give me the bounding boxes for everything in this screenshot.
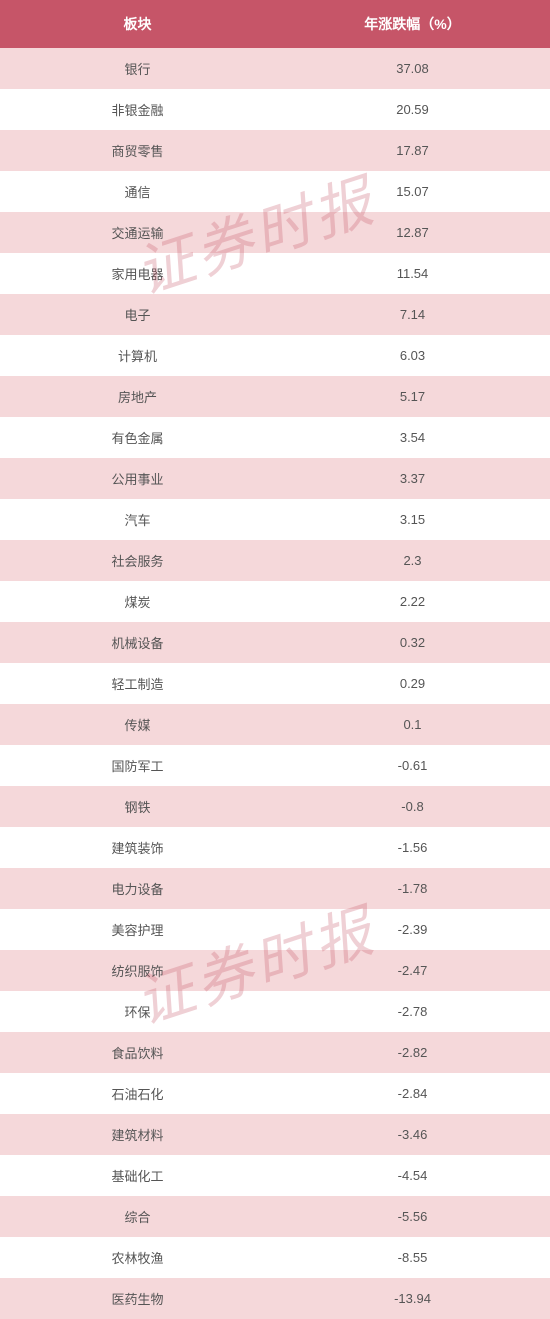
sector-name-cell: 煤炭 bbox=[0, 581, 275, 622]
sector-name-cell: 有色金属 bbox=[0, 417, 275, 458]
table-row: 电子7.14 bbox=[0, 294, 550, 335]
sector-name-cell: 轻工制造 bbox=[0, 663, 275, 704]
table-row: 食品饮料-2.82 bbox=[0, 1032, 550, 1073]
table-row: 基础化工-4.54 bbox=[0, 1155, 550, 1196]
table-row: 建筑装饰-1.56 bbox=[0, 827, 550, 868]
table-header: 板块 年涨跌幅（%） bbox=[0, 0, 550, 48]
table-row: 综合-5.56 bbox=[0, 1196, 550, 1237]
table-row: 非银金融20.59 bbox=[0, 89, 550, 130]
sector-name-cell: 交通运输 bbox=[0, 212, 275, 253]
sector-name-cell: 食品饮料 bbox=[0, 1032, 275, 1073]
column-header-change: 年涨跌幅（%） bbox=[275, 0, 550, 48]
table-row: 房地产5.17 bbox=[0, 376, 550, 417]
change-value-cell: 20.59 bbox=[275, 89, 550, 130]
sector-name-cell: 房地产 bbox=[0, 376, 275, 417]
table-row: 钢铁-0.8 bbox=[0, 786, 550, 827]
change-value-cell: 0.32 bbox=[275, 622, 550, 663]
change-value-cell: -1.56 bbox=[275, 827, 550, 868]
change-value-cell: -8.55 bbox=[275, 1237, 550, 1278]
table-row: 计算机6.03 bbox=[0, 335, 550, 376]
table-row: 传媒0.1 bbox=[0, 704, 550, 745]
table-row: 煤炭2.22 bbox=[0, 581, 550, 622]
change-value-cell: 0.1 bbox=[275, 704, 550, 745]
sector-name-cell: 医药生物 bbox=[0, 1278, 275, 1319]
table-row: 公用事业3.37 bbox=[0, 458, 550, 499]
sector-name-cell: 银行 bbox=[0, 48, 275, 89]
change-value-cell: 11.54 bbox=[275, 253, 550, 294]
table-row: 有色金属3.54 bbox=[0, 417, 550, 458]
sector-name-cell: 电子 bbox=[0, 294, 275, 335]
change-value-cell: -2.78 bbox=[275, 991, 550, 1032]
sector-name-cell: 家用电器 bbox=[0, 253, 275, 294]
change-value-cell: -0.61 bbox=[275, 745, 550, 786]
table-row: 医药生物-13.94 bbox=[0, 1278, 550, 1319]
change-value-cell: -2.84 bbox=[275, 1073, 550, 1114]
sector-name-cell: 电力设备 bbox=[0, 868, 275, 909]
table-row: 汽车3.15 bbox=[0, 499, 550, 540]
table-row: 石油石化-2.84 bbox=[0, 1073, 550, 1114]
table-row: 国防军工-0.61 bbox=[0, 745, 550, 786]
sector-name-cell: 计算机 bbox=[0, 335, 275, 376]
sector-name-cell: 钢铁 bbox=[0, 786, 275, 827]
sector-name-cell: 传媒 bbox=[0, 704, 275, 745]
sector-name-cell: 石油石化 bbox=[0, 1073, 275, 1114]
sector-name-cell: 社会服务 bbox=[0, 540, 275, 581]
change-value-cell: -3.46 bbox=[275, 1114, 550, 1155]
sector-name-cell: 建筑装饰 bbox=[0, 827, 275, 868]
table-row: 环保-2.78 bbox=[0, 991, 550, 1032]
table-row: 家用电器11.54 bbox=[0, 253, 550, 294]
column-header-sector: 板块 bbox=[0, 0, 275, 48]
table-body: 银行37.08非银金融20.59商贸零售17.87通信15.07交通运输12.8… bbox=[0, 48, 550, 1319]
table-row: 银行37.08 bbox=[0, 48, 550, 89]
change-value-cell: 7.14 bbox=[275, 294, 550, 335]
change-value-cell: 15.07 bbox=[275, 171, 550, 212]
change-value-cell: -1.78 bbox=[275, 868, 550, 909]
change-value-cell: 17.87 bbox=[275, 130, 550, 171]
change-value-cell: -0.8 bbox=[275, 786, 550, 827]
table-row: 建筑材料-3.46 bbox=[0, 1114, 550, 1155]
change-value-cell: -2.39 bbox=[275, 909, 550, 950]
table-row: 农林牧渔-8.55 bbox=[0, 1237, 550, 1278]
change-value-cell: 3.54 bbox=[275, 417, 550, 458]
table-row: 社会服务2.3 bbox=[0, 540, 550, 581]
sector-name-cell: 国防军工 bbox=[0, 745, 275, 786]
sector-name-cell: 建筑材料 bbox=[0, 1114, 275, 1155]
table-row: 轻工制造0.29 bbox=[0, 663, 550, 704]
change-value-cell: 2.22 bbox=[275, 581, 550, 622]
change-value-cell: 37.08 bbox=[275, 48, 550, 89]
change-value-cell: 2.3 bbox=[275, 540, 550, 581]
table-row: 机械设备0.32 bbox=[0, 622, 550, 663]
table-row: 美容护理-2.39 bbox=[0, 909, 550, 950]
change-value-cell: 3.15 bbox=[275, 499, 550, 540]
sector-performance-table: 板块 年涨跌幅（%） 银行37.08非银金融20.59商贸零售17.87通信15… bbox=[0, 0, 550, 1319]
change-value-cell: 3.37 bbox=[275, 458, 550, 499]
sector-name-cell: 机械设备 bbox=[0, 622, 275, 663]
change-value-cell: -4.54 bbox=[275, 1155, 550, 1196]
sector-name-cell: 美容护理 bbox=[0, 909, 275, 950]
sector-name-cell: 环保 bbox=[0, 991, 275, 1032]
change-value-cell: -2.82 bbox=[275, 1032, 550, 1073]
table-row: 商贸零售17.87 bbox=[0, 130, 550, 171]
sector-name-cell: 非银金融 bbox=[0, 89, 275, 130]
sector-name-cell: 综合 bbox=[0, 1196, 275, 1237]
sector-name-cell: 汽车 bbox=[0, 499, 275, 540]
sector-name-cell: 纺织服饰 bbox=[0, 950, 275, 991]
sector-name-cell: 农林牧渔 bbox=[0, 1237, 275, 1278]
table-row: 电力设备-1.78 bbox=[0, 868, 550, 909]
sector-name-cell: 通信 bbox=[0, 171, 275, 212]
change-value-cell: 0.29 bbox=[275, 663, 550, 704]
table-row: 通信15.07 bbox=[0, 171, 550, 212]
change-value-cell: -13.94 bbox=[275, 1278, 550, 1319]
change-value-cell: -5.56 bbox=[275, 1196, 550, 1237]
change-value-cell: -2.47 bbox=[275, 950, 550, 991]
sector-name-cell: 商贸零售 bbox=[0, 130, 275, 171]
sector-performance-table-container: 板块 年涨跌幅（%） 银行37.08非银金融20.59商贸零售17.87通信15… bbox=[0, 0, 550, 1319]
sector-name-cell: 公用事业 bbox=[0, 458, 275, 499]
change-value-cell: 6.03 bbox=[275, 335, 550, 376]
change-value-cell: 5.17 bbox=[275, 376, 550, 417]
table-row: 交通运输12.87 bbox=[0, 212, 550, 253]
table-row: 纺织服饰-2.47 bbox=[0, 950, 550, 991]
change-value-cell: 12.87 bbox=[275, 212, 550, 253]
sector-name-cell: 基础化工 bbox=[0, 1155, 275, 1196]
